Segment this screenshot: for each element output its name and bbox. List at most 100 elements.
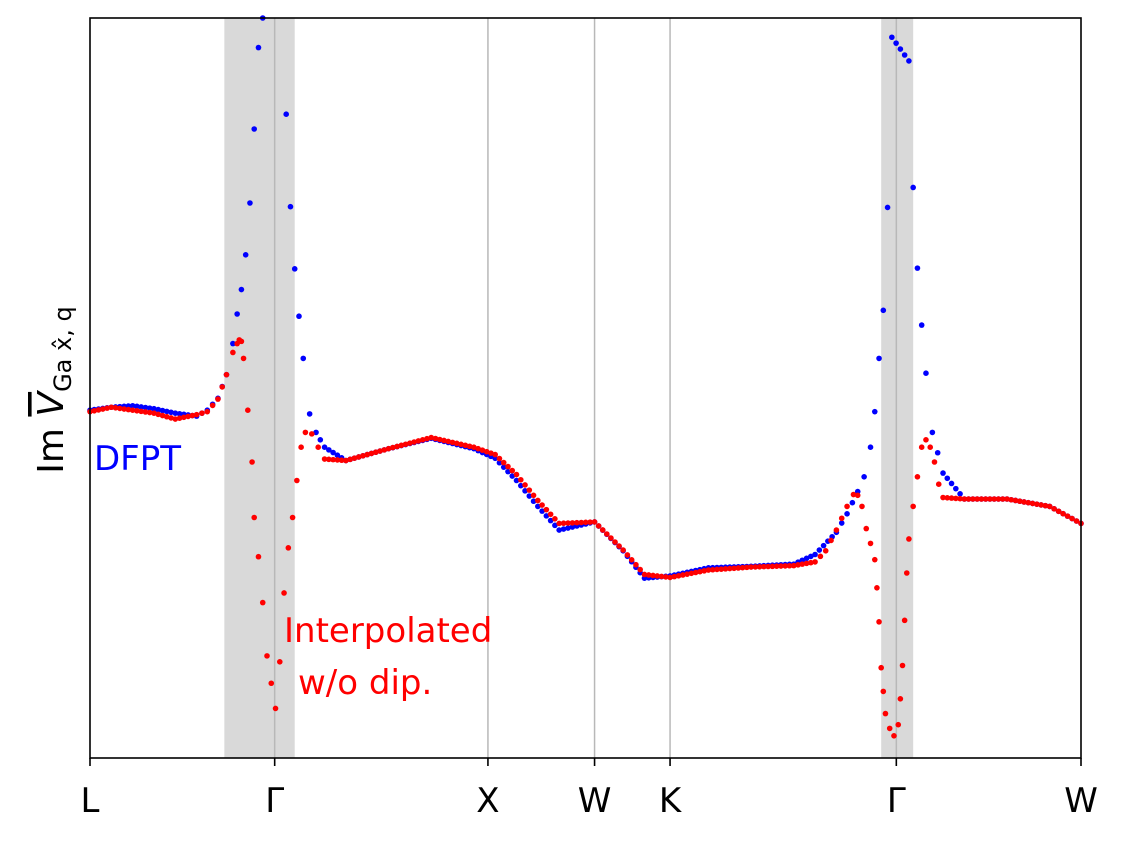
data-point (1042, 502, 1049, 509)
data-point (302, 429, 309, 436)
data-point (991, 496, 998, 502)
data-point (199, 410, 205, 416)
data-point (1004, 496, 1010, 502)
data-point (317, 437, 324, 443)
data-point (812, 551, 818, 558)
data-point (513, 477, 520, 484)
data-point (475, 445, 481, 452)
data-point (599, 527, 606, 533)
data-point (249, 459, 255, 465)
data-point (820, 542, 827, 549)
data-point (565, 520, 571, 526)
data-point (142, 404, 149, 411)
data-point (500, 464, 507, 470)
data-point (914, 265, 921, 271)
data-point (488, 450, 494, 456)
data-point (193, 411, 200, 418)
data-point (240, 355, 247, 362)
data-point (934, 449, 941, 456)
data-point (245, 407, 251, 414)
data-point (215, 396, 221, 402)
data-point (871, 556, 878, 563)
data-point (306, 411, 313, 417)
data-point (251, 126, 258, 132)
data-point (209, 402, 216, 409)
data-point (722, 566, 729, 572)
data-point (134, 403, 140, 410)
data-point (1021, 499, 1027, 505)
data-point (251, 514, 258, 521)
data-point (552, 522, 558, 529)
data-point (895, 721, 902, 728)
data-point (569, 524, 576, 530)
data-point (859, 503, 865, 510)
data-point (364, 451, 371, 458)
data-point (436, 436, 443, 443)
data-point (935, 481, 942, 488)
data-point (1064, 513, 1071, 519)
data-point (876, 355, 882, 362)
data-point (948, 480, 955, 487)
data-point (773, 563, 780, 569)
data-point (867, 540, 874, 547)
data-point (163, 408, 170, 415)
data-point (219, 384, 226, 390)
data-point (255, 553, 262, 560)
data-point (479, 447, 486, 453)
data-point (744, 564, 750, 571)
data-point (517, 476, 524, 483)
data-point (449, 439, 456, 446)
data-point (351, 455, 358, 461)
data-point (535, 497, 541, 504)
data-point (901, 52, 908, 58)
data-point (709, 566, 716, 573)
data-point (978, 496, 985, 502)
data-point (517, 482, 524, 489)
data-point (880, 688, 887, 695)
data-point (953, 485, 959, 492)
data-point (817, 553, 824, 560)
data-point (522, 488, 528, 494)
data-point (739, 564, 746, 571)
data-point (289, 514, 296, 521)
data-point (321, 456, 328, 462)
data-point (974, 496, 980, 502)
data-point (285, 545, 292, 551)
data-point (889, 34, 895, 41)
data-point (624, 552, 631, 558)
data-point (812, 559, 818, 565)
data-point (547, 511, 554, 518)
data-point (965, 496, 972, 502)
data-point (688, 570, 695, 577)
data-point (929, 429, 936, 436)
data-point (1012, 497, 1019, 504)
data-point (522, 482, 528, 488)
data-point (255, 44, 262, 51)
shaded-regions (224, 18, 914, 758)
data-point (940, 494, 946, 501)
data-point (445, 438, 452, 445)
data-point (822, 548, 829, 554)
data-point (496, 455, 503, 462)
data-point (259, 599, 266, 606)
data-point (684, 571, 690, 577)
data-point (163, 413, 170, 420)
data-point (982, 496, 989, 502)
data-point (381, 447, 388, 453)
data-point (334, 457, 341, 463)
data-point (360, 452, 366, 459)
data-point (940, 470, 946, 476)
data-point (999, 496, 1006, 502)
x-tick-label: W (1064, 781, 1098, 821)
data-point (591, 519, 598, 525)
data-point (99, 406, 106, 412)
data-point (565, 525, 571, 531)
data-point (838, 515, 845, 522)
data-point (287, 203, 294, 210)
data-point (861, 474, 867, 480)
data-point (407, 440, 413, 446)
data-point (1046, 503, 1053, 510)
data-point (701, 568, 707, 574)
annotation-dfpt: DFPT (94, 439, 181, 479)
